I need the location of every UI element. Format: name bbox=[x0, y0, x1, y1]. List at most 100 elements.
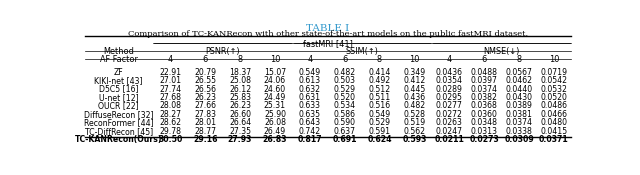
Text: 10: 10 bbox=[269, 55, 280, 64]
Text: 0.519: 0.519 bbox=[403, 118, 426, 127]
Text: 0.0289: 0.0289 bbox=[436, 85, 463, 93]
Text: 0.0354: 0.0354 bbox=[436, 76, 463, 85]
Text: 0.516: 0.516 bbox=[369, 102, 390, 110]
Text: fastMRI [41]: fastMRI [41] bbox=[303, 40, 353, 48]
Text: 30.50: 30.50 bbox=[158, 135, 182, 144]
Text: 26.64: 26.64 bbox=[229, 118, 251, 127]
Text: AF Factor: AF Factor bbox=[100, 55, 138, 64]
Text: 0.436: 0.436 bbox=[403, 93, 426, 102]
Text: 0.412: 0.412 bbox=[403, 76, 426, 85]
Text: 6: 6 bbox=[481, 55, 487, 64]
Text: 28.01: 28.01 bbox=[194, 118, 216, 127]
Text: 27.74: 27.74 bbox=[159, 85, 181, 93]
Text: 0.0374: 0.0374 bbox=[470, 85, 498, 93]
Text: 25.08: 25.08 bbox=[229, 76, 251, 85]
Text: Comparison of TC-KANRecon with other state-of-the-art models on the public fastM: Comparison of TC-KANRecon with other sta… bbox=[128, 30, 528, 38]
Text: 0.520: 0.520 bbox=[333, 93, 356, 102]
Text: 26.23: 26.23 bbox=[229, 102, 251, 110]
Text: 0.0211: 0.0211 bbox=[435, 135, 464, 144]
Text: 0.0273: 0.0273 bbox=[469, 135, 499, 144]
Text: 20.79: 20.79 bbox=[194, 68, 216, 77]
Text: 4: 4 bbox=[447, 55, 452, 64]
Text: ZF: ZF bbox=[114, 68, 124, 77]
Text: 28.08: 28.08 bbox=[159, 102, 181, 110]
Text: 0.0309: 0.0309 bbox=[504, 135, 534, 144]
Text: 0.0371: 0.0371 bbox=[539, 135, 569, 144]
Text: KIKI-net [43]: KIKI-net [43] bbox=[95, 76, 143, 85]
Text: 26.12: 26.12 bbox=[229, 85, 251, 93]
Text: 24.60: 24.60 bbox=[264, 85, 286, 93]
Text: 8: 8 bbox=[377, 55, 382, 64]
Text: 0.0397: 0.0397 bbox=[471, 76, 498, 85]
Text: 28.77: 28.77 bbox=[194, 127, 216, 136]
Text: 0.549: 0.549 bbox=[299, 68, 321, 77]
Text: 0.0430: 0.0430 bbox=[506, 93, 532, 102]
Text: 26.55: 26.55 bbox=[194, 76, 216, 85]
Text: 8: 8 bbox=[516, 55, 522, 64]
Text: 0.511: 0.511 bbox=[369, 93, 390, 102]
Text: 0.534: 0.534 bbox=[333, 102, 356, 110]
Text: 0.633: 0.633 bbox=[299, 102, 321, 110]
Text: 0.0382: 0.0382 bbox=[471, 93, 498, 102]
Text: 26.23: 26.23 bbox=[194, 93, 216, 102]
Text: 0.0374: 0.0374 bbox=[506, 118, 532, 127]
Text: 0.635: 0.635 bbox=[299, 110, 321, 119]
Text: 0.0440: 0.0440 bbox=[506, 85, 532, 93]
Text: 0.817: 0.817 bbox=[298, 135, 322, 144]
Text: 0.482: 0.482 bbox=[403, 102, 426, 110]
Text: 0.0480: 0.0480 bbox=[540, 118, 568, 127]
Text: 0.0277: 0.0277 bbox=[436, 102, 463, 110]
Text: Method: Method bbox=[103, 47, 134, 56]
Text: 0.0368: 0.0368 bbox=[471, 102, 498, 110]
Text: 0.0263: 0.0263 bbox=[436, 118, 463, 127]
Text: 24.06: 24.06 bbox=[264, 76, 286, 85]
Text: 26.56: 26.56 bbox=[194, 85, 216, 93]
Text: 0.0719: 0.0719 bbox=[540, 68, 568, 77]
Text: 28.62: 28.62 bbox=[159, 118, 181, 127]
Text: 8: 8 bbox=[237, 55, 243, 64]
Text: 0.742: 0.742 bbox=[299, 127, 321, 136]
Text: 0.0520: 0.0520 bbox=[540, 93, 567, 102]
Text: 0.593: 0.593 bbox=[402, 135, 427, 144]
Text: 26.08: 26.08 bbox=[264, 118, 286, 127]
Text: 0.637: 0.637 bbox=[333, 127, 356, 136]
Text: NMSE(↓): NMSE(↓) bbox=[483, 47, 520, 56]
Text: 0.613: 0.613 bbox=[299, 76, 321, 85]
Text: 10: 10 bbox=[409, 55, 420, 64]
Text: 27.35: 27.35 bbox=[229, 127, 251, 136]
Text: 0.529: 0.529 bbox=[333, 85, 356, 93]
Text: 6: 6 bbox=[202, 55, 208, 64]
Text: DiffuseRecon [32]: DiffuseRecon [32] bbox=[84, 110, 154, 119]
Text: 0.0313: 0.0313 bbox=[470, 127, 498, 136]
Text: 0.512: 0.512 bbox=[369, 85, 390, 93]
Text: 6: 6 bbox=[342, 55, 348, 64]
Text: 0.0348: 0.0348 bbox=[470, 118, 498, 127]
Text: 0.586: 0.586 bbox=[333, 110, 356, 119]
Text: ReconFormer [44]: ReconFormer [44] bbox=[84, 118, 154, 127]
Text: 27.83: 27.83 bbox=[194, 110, 216, 119]
Text: 0.0532: 0.0532 bbox=[540, 85, 567, 93]
Text: 4: 4 bbox=[307, 55, 312, 64]
Text: 0.0542: 0.0542 bbox=[540, 76, 568, 85]
Text: 0.691: 0.691 bbox=[332, 135, 357, 144]
Text: 26.83: 26.83 bbox=[262, 135, 287, 144]
Text: 27.66: 27.66 bbox=[194, 102, 216, 110]
Text: 27.68: 27.68 bbox=[159, 93, 181, 102]
Text: 0.0360: 0.0360 bbox=[471, 110, 498, 119]
Text: 27.93: 27.93 bbox=[228, 135, 252, 144]
Text: 27.01: 27.01 bbox=[159, 76, 181, 85]
Text: TC-KANRecon(Ours): TC-KANRecon(Ours) bbox=[75, 135, 163, 144]
Text: 0.529: 0.529 bbox=[369, 118, 390, 127]
Text: 0.0436: 0.0436 bbox=[436, 68, 463, 77]
Text: 0.414: 0.414 bbox=[369, 68, 391, 77]
Text: TC-DiffRecon [45]: TC-DiffRecon [45] bbox=[84, 127, 153, 136]
Text: 0.0466: 0.0466 bbox=[540, 110, 568, 119]
Text: 0.0488: 0.0488 bbox=[470, 68, 498, 77]
Text: 29.16: 29.16 bbox=[193, 135, 218, 144]
Text: 24.49: 24.49 bbox=[264, 93, 286, 102]
Text: 18.37: 18.37 bbox=[229, 68, 251, 77]
Text: 0.0247: 0.0247 bbox=[436, 127, 463, 136]
Text: 0.590: 0.590 bbox=[333, 118, 356, 127]
Text: 25.90: 25.90 bbox=[264, 110, 286, 119]
Text: 0.0462: 0.0462 bbox=[506, 76, 532, 85]
